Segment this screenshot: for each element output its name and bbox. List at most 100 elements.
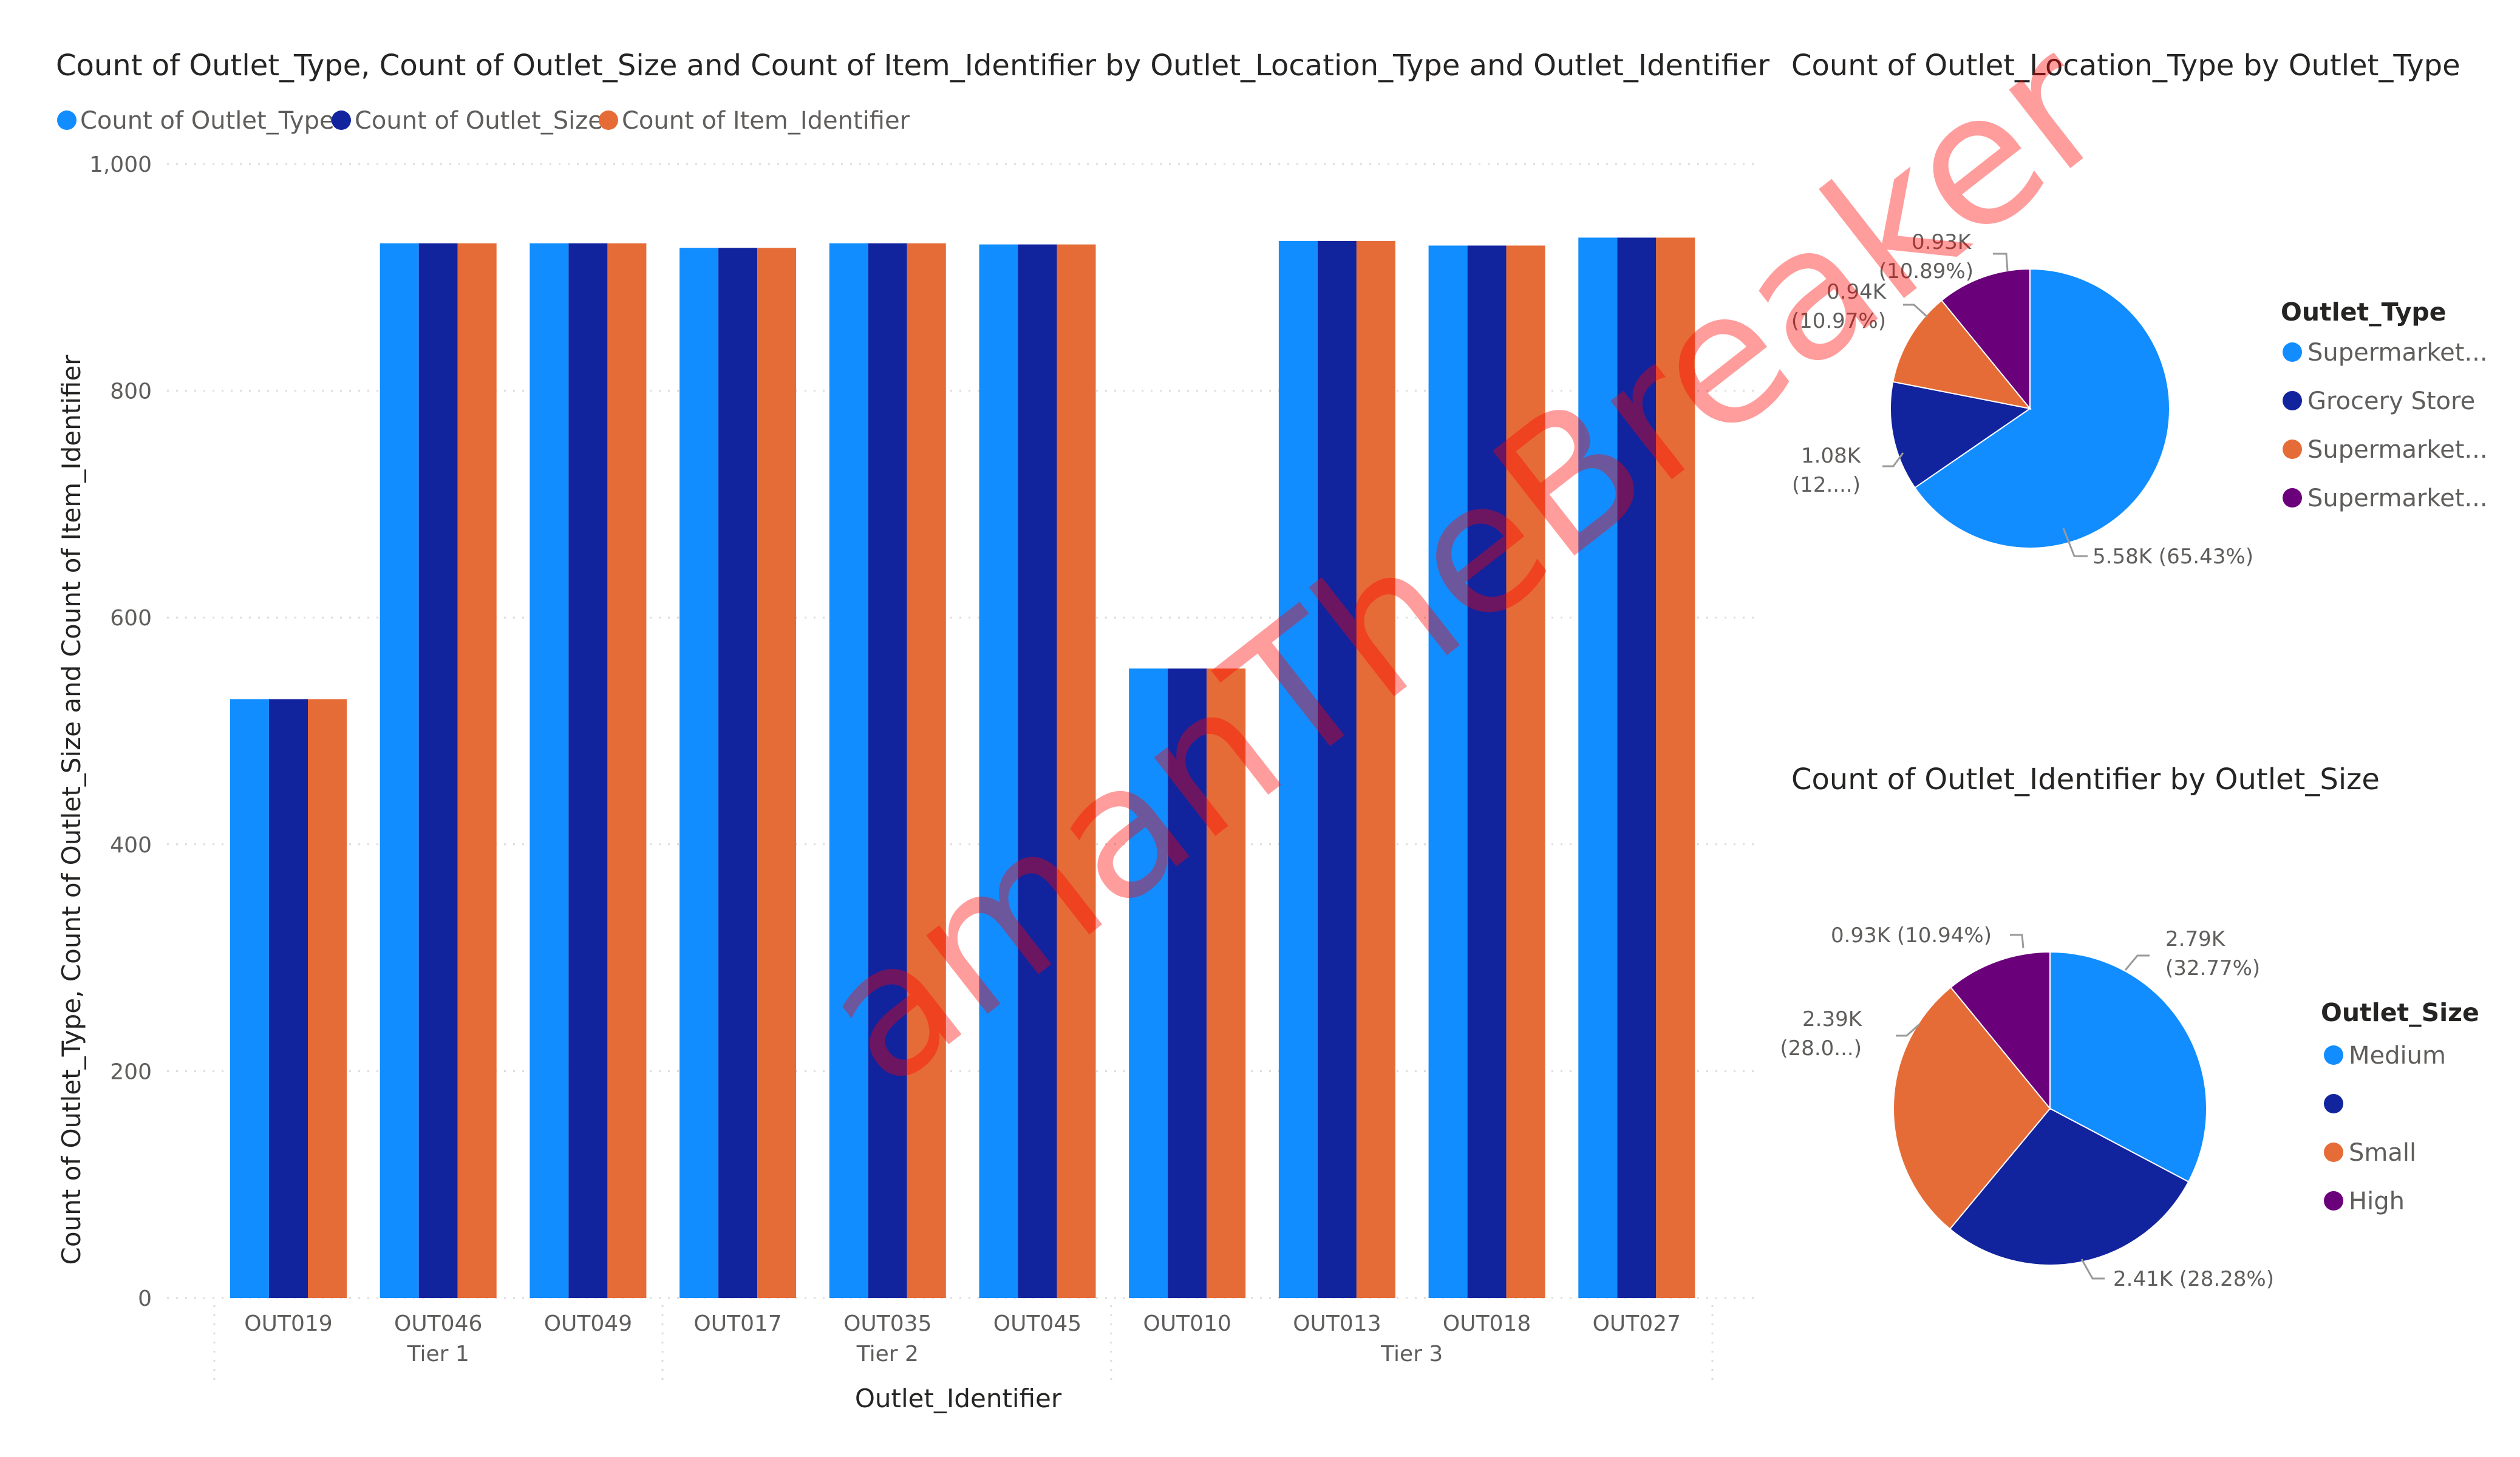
leader-line (1882, 452, 1904, 467)
pie-slice (1950, 951, 2051, 1110)
pie-outlet-size-legend[interactable]: Outlet_Size Medium Small High (2321, 998, 2479, 1215)
data-label-small-a: 2.39K (1802, 1007, 1863, 1031)
pie-outlet-size-title: Count of Outlet_Identifier by Outlet_Siz… (1791, 762, 2380, 796)
legend-marker (2324, 1191, 2343, 1211)
legend-title-outlet-size: Outlet_Size (2321, 998, 2479, 1027)
pie-slice (2049, 951, 2207, 1183)
legend-item-supermarket-1[interactable]: Supermarket... (2307, 339, 2488, 367)
legend-label-item-identifier[interactable]: Count of Item_Identifier (622, 107, 910, 135)
pie-slice (1892, 299, 2032, 410)
data-label-small-b: (28.0...) (1780, 1036, 1862, 1061)
group-label: Tier 3 (1380, 1342, 1443, 1367)
bar (1278, 241, 1318, 1299)
legend-marker-outlet-type (57, 110, 77, 130)
legend-marker-outlet-size (332, 110, 351, 130)
data-label-supermarket-3a: 0.93K (1912, 230, 1972, 254)
y-tick-label: 800 (110, 379, 152, 404)
bar-chart-title: Count of Outlet_Type, Count of Outlet_Si… (56, 49, 1769, 83)
x-tick-label: OUT018 (1443, 1311, 1531, 1336)
data-label-supermarket-2b: (10.97%) (1791, 309, 1886, 333)
bar (979, 244, 1018, 1299)
pie-slice (1949, 1107, 2190, 1266)
pie-outlet-size-slices (1893, 951, 2207, 1266)
bar (1018, 244, 1057, 1299)
data-label-medium-b: (32.77%) (2165, 956, 2260, 980)
pie-slice (1890, 381, 2032, 489)
bar (907, 243, 946, 1298)
bar (457, 243, 497, 1298)
bar (607, 243, 647, 1298)
bar (1428, 245, 1468, 1299)
bar-series-group (230, 237, 1695, 1299)
pie-chart-outlet-type-visual[interactable]: Count of Outlet_Location_Type by Outlet_… (1791, 49, 2488, 569)
x-tick-label: OUT035 (843, 1311, 931, 1336)
legend-label-outlet-type[interactable]: Count of Outlet_Type (80, 107, 335, 135)
bar (230, 699, 269, 1298)
data-label-supermarket-2a: 0.94K (1827, 280, 1887, 304)
legend-item-grocery-store[interactable]: Grocery Store (2307, 387, 2475, 415)
y-tick-label: 600 (110, 606, 152, 631)
bar (1578, 237, 1618, 1298)
y-tick-label: 0 (138, 1286, 152, 1311)
legend-marker (2283, 488, 2302, 508)
group-label: Tier 2 (856, 1342, 919, 1367)
bar (1207, 668, 1246, 1298)
pie-outlet-type-legend[interactable]: Outlet_Type Supermarket... Grocery Store… (2281, 297, 2488, 512)
data-label-grocery-store-b: (12....) (1792, 473, 1861, 497)
x-tick-label: OUT013 (1293, 1311, 1381, 1336)
x-axis: OUT019 OUT046 OUT049 OUT017 OUT035 OUT045 OUT0… (213, 1305, 1714, 1381)
y-axis-title: Count of Outlet_Type, Count of Outlet_Si… (56, 355, 86, 1265)
bar (1129, 668, 1168, 1298)
x-tick-label: OUT019 (244, 1311, 332, 1336)
x-tick-label: OUT017 (693, 1311, 782, 1336)
bar (308, 699, 347, 1298)
bar (1617, 237, 1657, 1298)
bar (568, 243, 608, 1298)
group-label: Tier 1 (407, 1342, 469, 1367)
pie-outlet-type-title: Count of Outlet_Location_Type by Outlet_… (1791, 49, 2460, 83)
legend-item-high[interactable]: High (2349, 1187, 2405, 1215)
bar (269, 699, 308, 1298)
bar (1317, 241, 1357, 1299)
bar (757, 248, 797, 1299)
bar (418, 243, 458, 1298)
bar-chart-visual[interactable]: Count of Outlet_Type, Count of Outlet_Si… (56, 49, 1769, 1413)
leader-line (2124, 954, 2150, 971)
legend-label-outlet-size[interactable]: Count of Outlet_Size (355, 107, 603, 135)
leader-line (2080, 1258, 2105, 1280)
bar (380, 243, 419, 1298)
bar (1656, 237, 1695, 1298)
pie-outlet-type-slices (1890, 268, 2170, 549)
legend-marker-item-identifier (599, 110, 618, 130)
bar (1057, 244, 1096, 1299)
legend-item-supermarket-2[interactable]: Supermarket... (2307, 436, 2488, 464)
data-label-blank: 2.41K (28.28%) (2113, 1267, 2274, 1291)
bar-chart-legend[interactable]: Count of Outlet_Type Count of Outlet_Siz… (57, 107, 910, 135)
x-tick-label: OUT049 (544, 1311, 632, 1336)
leader-line (1903, 304, 1929, 318)
legend-marker (2324, 1045, 2343, 1065)
legend-item-small[interactable]: Small (2349, 1139, 2416, 1167)
pie-outlet-size-labels: 2.79K (32.77%) 2.41K (28.28%) 2.39K (28.… (1780, 923, 2274, 1291)
y-tick-label: 400 (110, 833, 152, 858)
x-tick-label: OUT010 (1143, 1311, 1231, 1336)
y-tick-label: 200 (110, 1059, 152, 1084)
leader-line (2010, 934, 2025, 949)
x-tick-label: OUT027 (1593, 1311, 1681, 1336)
y-tick-label: 1,000 (89, 152, 152, 177)
legend-marker (2283, 440, 2302, 459)
x-axis-title: Outlet_Identifier (855, 1384, 1062, 1413)
legend-item-supermarket-3[interactable]: Supermarket... (2307, 484, 2488, 512)
data-label-supermarket-1: 5.58K (65.43%) (2093, 545, 2253, 569)
pie-slice (1893, 986, 2051, 1230)
legend-marker (2324, 1143, 2343, 1162)
bar (868, 243, 907, 1298)
data-label-supermarket-3b: (10.89%) (1879, 259, 1973, 284)
legend-marker (2283, 391, 2302, 410)
pie-chart-outlet-size-visual[interactable]: Count of Outlet_Identifier by Outlet_Siz… (1780, 762, 2479, 1291)
legend-item-medium[interactable]: Medium (2349, 1042, 2446, 1070)
leader-line (1896, 1024, 1920, 1037)
bar (679, 248, 719, 1299)
bar (1356, 241, 1395, 1299)
